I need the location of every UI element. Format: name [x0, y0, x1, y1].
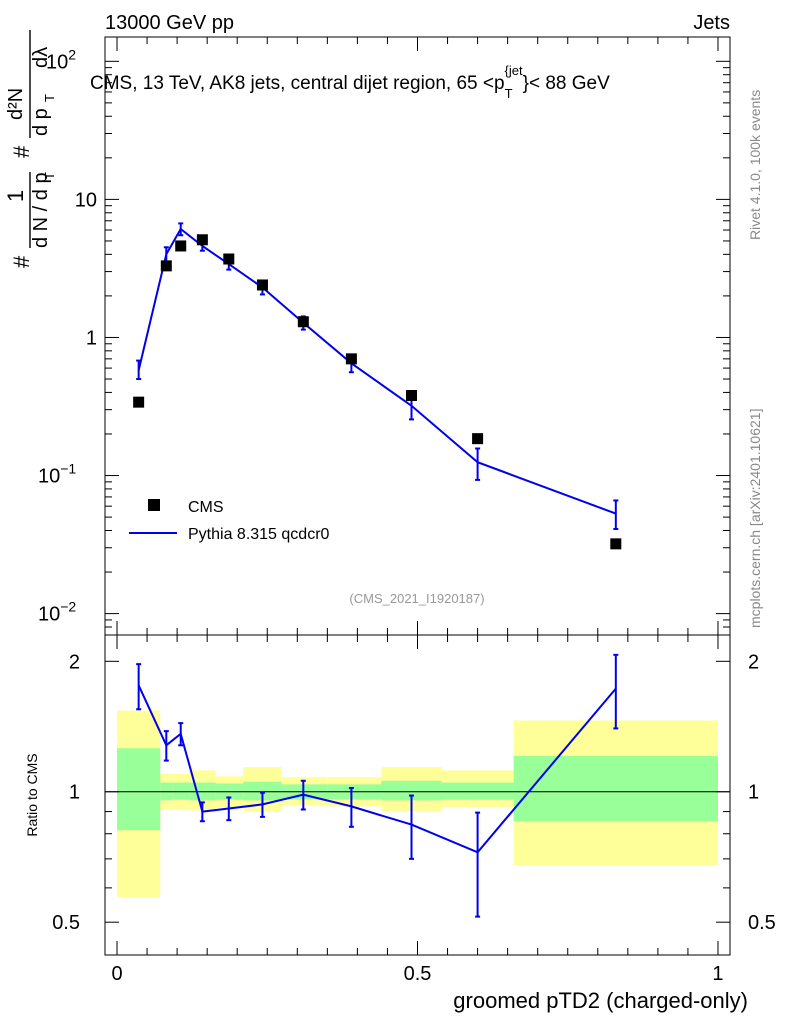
- ratio-axis-ticks: 0.5 0.5 1 1 2 2 0 0.5 1: [52, 635, 776, 985]
- legend-cms-label: CMS: [188, 499, 224, 516]
- main-axis-ticks: 10−2 10−1 1 10 102: [38, 37, 730, 636]
- ratio-ytick-label: 2: [69, 651, 80, 673]
- ratio-ytick-label: 0.5: [52, 912, 80, 934]
- ratio-ytick-label-right: 2: [748, 651, 759, 673]
- analysis-tag: (CMS_2021_I1920187): [349, 591, 484, 606]
- svg-text:d N / d p: d N / d p: [30, 172, 52, 248]
- cms-data-point: [610, 538, 622, 550]
- svg-text:dλ: dλ: [30, 47, 52, 68]
- ratio-inner-band: [441, 782, 514, 800]
- svg-text:d²N: d²N: [5, 88, 27, 120]
- main-title: CMS, 13 TeV, AK8 jets, central dijet reg…: [90, 63, 610, 101]
- cms-data-point: [405, 389, 417, 401]
- ratio-frame: [104, 634, 731, 956]
- main-ytick-label: 10−2: [38, 599, 76, 626]
- svg-text:#: #: [9, 255, 34, 268]
- mcplots-label: mcplots.cern.ch [arXiv:2401.10621]: [747, 409, 763, 628]
- cms-data-point: [472, 433, 484, 445]
- cms-data-point: [196, 234, 208, 246]
- svg-text:d p: d p: [30, 108, 52, 136]
- ratio-ytick-label-right: 1: [748, 782, 759, 804]
- x-tick-label: 0: [111, 963, 122, 985]
- svg-text:T: T: [42, 94, 57, 102]
- main-ytick-label: 10−1: [38, 461, 76, 488]
- cms-data-point: [223, 253, 235, 265]
- cms-data-point: [160, 260, 172, 272]
- svg-text:1: 1: [3, 190, 28, 202]
- ratio-marks: [136, 653, 619, 918]
- rivet-label: Rivet 4.1.0, 100k events: [747, 90, 763, 240]
- x-axis-label: groomed pTD2 (charged-only): [453, 988, 748, 1013]
- ratio-inner-band: [243, 781, 282, 801]
- x-tick-label: 1: [712, 963, 723, 985]
- cms-data-point: [297, 316, 309, 328]
- header-right: Jets: [693, 12, 730, 34]
- svg-text:T: T: [42, 172, 57, 180]
- main-marks: [133, 222, 622, 550]
- pythia-series-line: [137, 227, 617, 515]
- ratio-inner-band: [172, 782, 190, 800]
- main-ylabel: # 1 d N / d p T # d²N d p T dλ: [3, 30, 57, 268]
- cms-data-point: [345, 353, 357, 365]
- ratio-ylabel: Ratio to CMS: [24, 753, 40, 836]
- main-ytick-label: 102: [46, 46, 76, 73]
- main-ytick-label: 1: [86, 327, 97, 349]
- main-frame: [104, 36, 731, 636]
- main-ytick-label: 10: [75, 189, 97, 211]
- svg-text:#: #: [9, 145, 34, 158]
- legend-pythia-label: Pythia 8.315 qcdcr0: [188, 526, 330, 543]
- ratio-inner-band: [381, 780, 442, 801]
- ratio-ytick-label: 1: [69, 782, 80, 804]
- header-left: 13000 GeV pp: [105, 12, 234, 34]
- ratio-uncertainty-bands: [117, 710, 718, 898]
- ratio-ytick-label-right: 0.5: [748, 912, 776, 934]
- cms-data-point: [133, 396, 145, 408]
- ratio-inner-band: [117, 748, 161, 831]
- x-tick-label: 0.5: [404, 963, 432, 985]
- ratio-inner-band: [513, 755, 718, 822]
- cms-data-point: [175, 240, 187, 252]
- legend-cms-marker: [148, 499, 160, 511]
- cms-data-point: [256, 279, 268, 291]
